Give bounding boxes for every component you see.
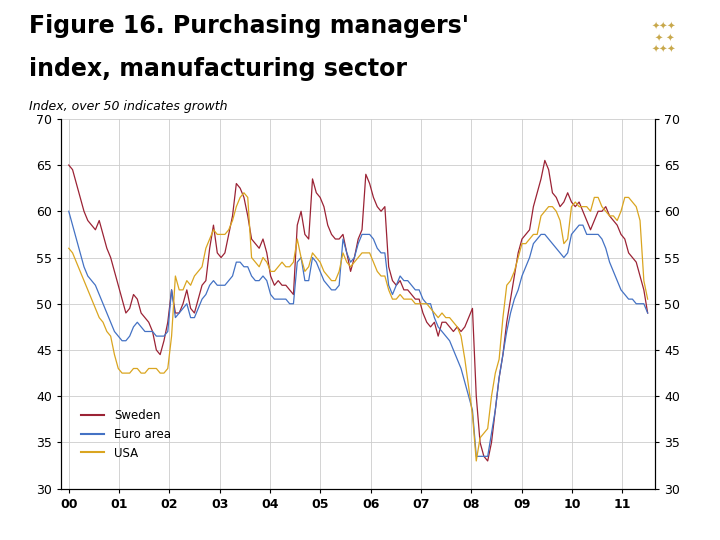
Text: Figure 16. Purchasing managers': Figure 16. Purchasing managers' bbox=[29, 14, 469, 37]
Legend: Sweden, Euro area, USA: Sweden, Euro area, USA bbox=[76, 404, 176, 464]
Text: index, manufacturing sector: index, manufacturing sector bbox=[29, 57, 407, 80]
Text: ✦✦✦
✦ ✦
✦✦✦: ✦✦✦ ✦ ✦ ✦✦✦ bbox=[652, 22, 676, 55]
Text: SVERIGES
RIKSBANK: SVERIGES RIKSBANK bbox=[644, 68, 684, 82]
Text: Sources: Institute for Supply Management, Markit Economics and Swedbank: Sources: Institute for Supply Management… bbox=[147, 521, 573, 531]
Text: Index, over 50 indicates growth: Index, over 50 indicates growth bbox=[29, 100, 228, 113]
